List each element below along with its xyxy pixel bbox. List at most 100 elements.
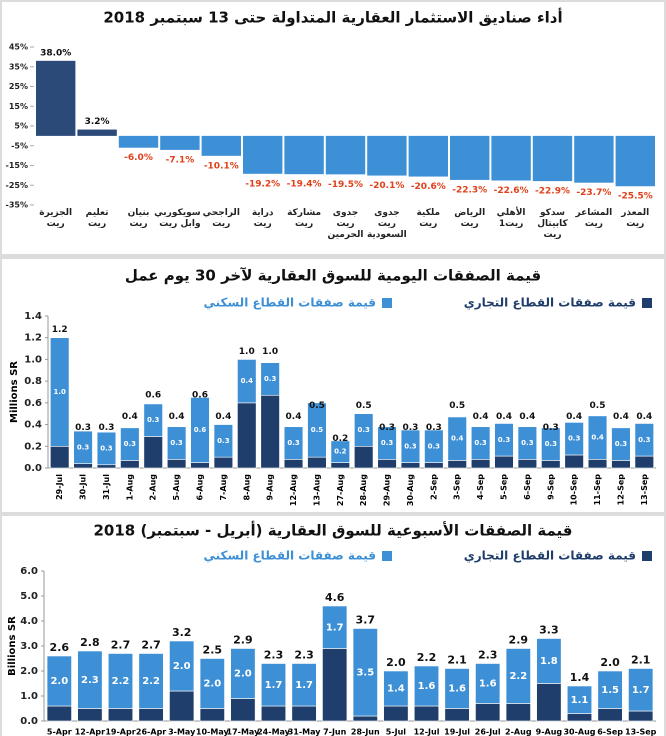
total-label: 4.6 <box>325 591 345 604</box>
value-label: 0.3 <box>638 436 651 444</box>
value-label: -19.5% <box>328 180 363 190</box>
y-tick-label: 3.0 <box>20 641 38 652</box>
x-tick-label: 30-Aug <box>406 474 415 506</box>
x-tick-label: 13-Aug <box>312 474 321 506</box>
bar-segment <box>73 463 93 469</box>
legend-swatch <box>642 551 652 561</box>
y-axis-title: Billions SR <box>7 616 18 676</box>
total-label: 0.3 <box>379 423 395 433</box>
value-label: -20.6% <box>411 182 446 192</box>
x-tick-label: سدكو كابيتال ريت <box>537 208 568 240</box>
bar-segment <box>413 705 440 722</box>
value-label: 0.3 <box>264 375 277 383</box>
value-label: 0.4 <box>241 377 254 385</box>
x-tick-label: 7-Jun <box>323 728 347 736</box>
bar <box>450 135 490 180</box>
bar <box>118 135 159 148</box>
value-label: -22.9% <box>535 187 570 197</box>
x-tick-label: 3-May <box>168 728 196 736</box>
value-label: 2.2 <box>112 676 130 687</box>
bar-segment <box>424 462 444 469</box>
y-tick-label: 4.0 <box>20 616 38 627</box>
bar-segment <box>260 394 280 469</box>
x-tick-label: 5-Apr <box>47 728 72 736</box>
value-label: 38.0% <box>40 48 71 58</box>
bar-segment <box>46 655 72 707</box>
total-label: 0.4 <box>286 412 302 422</box>
total-label: 2.3 <box>294 649 314 662</box>
value-label: 0.3 <box>357 426 370 434</box>
value-label: -23.7% <box>576 188 611 198</box>
x-tick-label: 9-Sep <box>546 474 555 500</box>
total-label: 0.3 <box>75 423 91 433</box>
value-label: 0.3 <box>287 439 300 447</box>
bar-segment <box>120 460 140 469</box>
bar-segment <box>213 456 234 469</box>
x-tick-label: الجزيرة ريت <box>39 208 73 229</box>
bar-segment <box>628 710 654 722</box>
total-label: 2.7 <box>141 639 161 652</box>
total-label: 0.5 <box>590 401 606 411</box>
bar-segment <box>283 459 304 469</box>
x-tick-label: الأهلي ريت1 <box>496 208 526 229</box>
total-label: 0.4 <box>496 412 512 422</box>
x-tick-label: 19-Apr <box>105 728 135 736</box>
bar <box>77 129 117 136</box>
bar-segment <box>96 431 117 466</box>
bar-segment <box>107 708 134 722</box>
y-tick-label: -35% <box>6 201 28 210</box>
x-tick-label: 28-Jun <box>351 728 380 736</box>
total-label: 0.3 <box>543 423 559 433</box>
y-tick-label: 5.0 <box>20 591 38 602</box>
y-tick-label: 45% <box>9 43 28 52</box>
x-tick-label: 13-Sep <box>625 728 657 736</box>
legend-label: قيمة صفقات القطاع التجاري <box>464 549 636 563</box>
x-tick-label: 9-Aug <box>266 474 275 501</box>
value-label: 0.3 <box>217 437 230 445</box>
value-label: -22.3% <box>452 185 487 195</box>
bar-segment <box>291 663 317 707</box>
bar-segment <box>383 705 409 722</box>
bar-segment <box>213 424 234 458</box>
x-tick-label: 4-Sep <box>476 474 485 500</box>
y-tick-label: 1.0 <box>20 691 38 702</box>
bar-segment <box>46 705 72 722</box>
x-tick-label: 30-Jul <box>79 474 88 500</box>
value-label: 1.7 <box>632 685 650 696</box>
total-label: 0.4 <box>473 412 489 422</box>
y-tick-label: 1.2 <box>24 333 42 344</box>
bar-segment <box>517 426 538 460</box>
chart-title: قيمة الصفقات الأسبوعية للسوق العقارية (أ… <box>94 521 573 540</box>
bar-segment <box>190 397 210 463</box>
x-tick-label: 10-Sep <box>570 474 579 506</box>
bar-segment <box>611 427 631 461</box>
value-label: -22.6% <box>494 186 529 196</box>
x-tick-label: 9-Aug <box>536 728 563 736</box>
x-tick-label: 5-Aug <box>172 474 181 501</box>
bar-segment <box>138 653 164 709</box>
value-label: 2.2 <box>509 671 527 682</box>
value-label: 1.6 <box>479 679 497 690</box>
y-tick-label: 25% <box>9 82 28 91</box>
value-label: 1.5 <box>601 685 619 696</box>
value-label: 0.3 <box>147 416 160 424</box>
x-tick-label: 24-May <box>257 728 291 736</box>
total-label: 1.4 <box>570 671 590 684</box>
bar <box>325 135 366 175</box>
bar <box>284 135 324 175</box>
bar-segment <box>564 422 584 456</box>
y-tick-label: -15% <box>6 161 28 170</box>
bar-segment <box>166 459 187 469</box>
x-tick-label: دراية ريت <box>251 208 274 229</box>
legend-swatch <box>382 298 392 308</box>
value-label: 1.7 <box>295 680 313 691</box>
total-label: 0.5 <box>356 401 372 411</box>
value-label: 1.4 <box>387 684 405 695</box>
x-tick-label: 8-Aug <box>242 474 251 501</box>
bar-segment <box>505 703 531 722</box>
bar-segment <box>566 713 593 722</box>
y-tick-label: -25% <box>6 181 28 190</box>
total-label: 2.0 <box>386 656 406 669</box>
bar-segment <box>424 429 444 463</box>
